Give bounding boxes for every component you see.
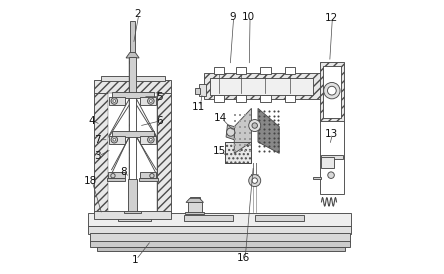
Bar [255, 215, 304, 221]
Bar [188, 202, 202, 213]
Bar [321, 122, 343, 193]
Circle shape [111, 136, 118, 143]
Circle shape [111, 173, 115, 178]
Polygon shape [234, 109, 251, 153]
Bar [130, 21, 135, 55]
Text: 18: 18 [84, 176, 97, 185]
Bar [321, 155, 343, 159]
Bar [323, 66, 341, 118]
Bar [140, 172, 156, 178]
Circle shape [328, 86, 336, 95]
Bar [225, 142, 250, 163]
Bar [195, 89, 200, 94]
Bar [320, 121, 344, 194]
Bar [107, 178, 126, 181]
Bar [313, 177, 321, 179]
Circle shape [252, 123, 258, 128]
Bar [184, 215, 233, 221]
Bar [225, 142, 250, 163]
Text: 4: 4 [88, 116, 95, 126]
Text: 15: 15 [213, 146, 226, 156]
Text: 13: 13 [325, 129, 338, 139]
Circle shape [249, 119, 261, 132]
Polygon shape [186, 198, 203, 202]
Text: 14: 14 [214, 113, 227, 124]
Bar [129, 93, 136, 198]
Circle shape [111, 98, 118, 104]
Bar [108, 93, 157, 212]
Text: 2: 2 [134, 9, 141, 19]
Bar [320, 62, 344, 122]
Bar [139, 178, 158, 181]
Text: 7: 7 [94, 135, 100, 145]
Polygon shape [258, 109, 279, 153]
Bar [199, 84, 206, 96]
Text: 16: 16 [237, 253, 250, 263]
Bar [214, 67, 224, 74]
Bar [321, 158, 334, 168]
Text: 3: 3 [94, 151, 100, 161]
Bar [90, 241, 350, 247]
Circle shape [147, 136, 154, 143]
Bar [214, 95, 224, 102]
Text: 5: 5 [156, 92, 163, 102]
Bar [97, 247, 345, 251]
Bar [204, 73, 330, 99]
Circle shape [147, 98, 154, 104]
Bar [111, 131, 154, 137]
Text: 6: 6 [157, 116, 163, 126]
Bar [236, 67, 246, 74]
Bar [128, 179, 137, 212]
Polygon shape [226, 125, 234, 140]
Circle shape [252, 178, 258, 183]
Text: 9: 9 [229, 12, 236, 21]
Bar [285, 95, 295, 102]
Bar [88, 213, 352, 226]
Text: 8: 8 [120, 167, 127, 177]
Bar [90, 233, 350, 242]
Text: 1: 1 [131, 255, 138, 265]
Bar [185, 212, 204, 214]
Circle shape [226, 128, 235, 136]
Bar [94, 211, 171, 219]
Bar [190, 197, 200, 199]
Bar [140, 136, 156, 144]
Bar [119, 215, 151, 221]
Bar [108, 172, 125, 178]
Circle shape [113, 100, 116, 102]
Bar [260, 67, 270, 74]
Bar [111, 92, 154, 98]
Bar [129, 57, 136, 93]
Bar [129, 58, 136, 93]
Bar [94, 93, 108, 212]
Bar [101, 76, 165, 81]
Bar [210, 78, 313, 95]
Circle shape [324, 82, 340, 99]
Bar [88, 226, 352, 234]
Text: 10: 10 [242, 12, 255, 21]
Circle shape [113, 138, 116, 141]
Bar [157, 93, 171, 212]
Bar [109, 136, 125, 144]
Bar [285, 67, 295, 74]
Text: 11: 11 [192, 102, 206, 112]
Bar [140, 97, 156, 105]
Circle shape [150, 173, 154, 178]
Circle shape [150, 138, 152, 141]
Circle shape [249, 175, 261, 187]
Bar [260, 95, 270, 102]
Bar [109, 97, 125, 105]
Bar [94, 80, 171, 93]
Text: 12: 12 [325, 13, 338, 22]
Circle shape [328, 172, 334, 178]
Bar [129, 93, 136, 198]
Bar [124, 211, 141, 213]
Circle shape [150, 100, 152, 102]
Bar [236, 95, 246, 102]
Polygon shape [126, 53, 139, 58]
